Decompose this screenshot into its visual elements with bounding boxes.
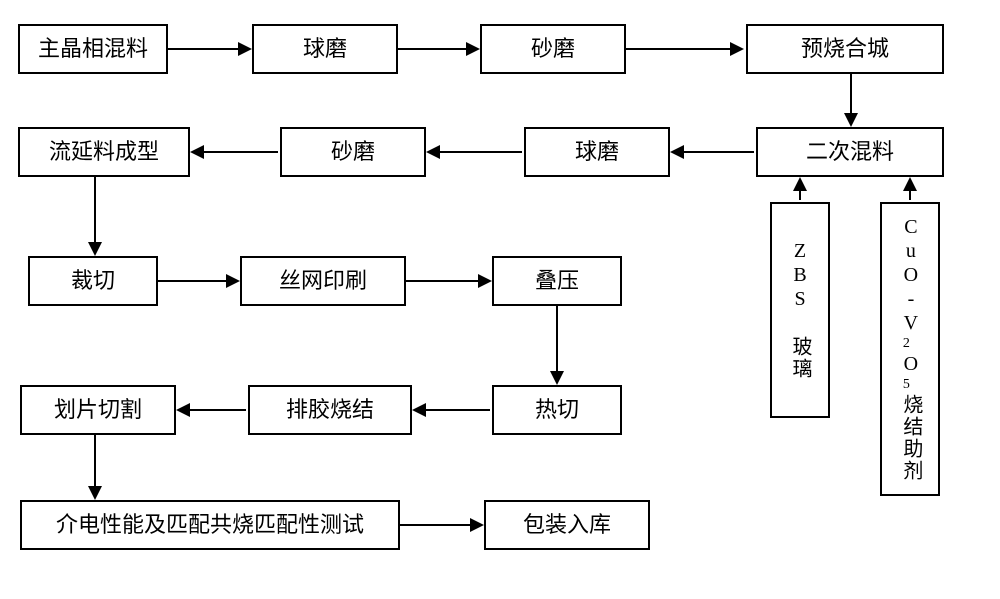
arrow bbox=[414, 409, 490, 411]
node-dicing: 划片切割 bbox=[20, 385, 176, 435]
node-label: 砂磨 bbox=[331, 139, 375, 165]
node-dielectric-test: 介电性能及匹配共烧匹配性测试 bbox=[20, 500, 400, 550]
node-sand-mill-1: 砂磨 bbox=[480, 24, 626, 74]
node-sand-mill-2: 砂磨 bbox=[280, 127, 426, 177]
node-label: 裁切 bbox=[71, 268, 115, 294]
arrow bbox=[850, 74, 852, 125]
node-ball-mill-2: 球磨 bbox=[524, 127, 670, 177]
node-label: 砂磨 bbox=[531, 36, 575, 62]
arrow bbox=[94, 177, 96, 254]
node-tape-casting: 流延料成型 bbox=[18, 127, 190, 177]
arrow bbox=[428, 151, 522, 153]
node-screen-print: 丝网印刷 bbox=[240, 256, 406, 306]
node-label: 球磨 bbox=[575, 139, 619, 165]
node-label: 主晶相混料 bbox=[38, 36, 148, 62]
node-presinter: 预烧合城 bbox=[746, 24, 944, 74]
node-label: 包装入库 bbox=[523, 512, 611, 538]
node-main-crystal-mix: 主晶相混料 bbox=[18, 24, 168, 74]
arrow-cuo bbox=[909, 179, 911, 200]
node-label: 流延料成型 bbox=[49, 139, 159, 165]
arrow bbox=[626, 48, 742, 50]
node-label: ZBS 玻璃 bbox=[788, 240, 812, 380]
node-label: 丝网印刷 bbox=[279, 268, 367, 294]
node-label: 热切 bbox=[535, 397, 579, 423]
arrow bbox=[168, 48, 250, 50]
node-pack-store: 包装入库 bbox=[484, 500, 650, 550]
node-debind-sinter: 排胶烧结 bbox=[248, 385, 412, 435]
arrow bbox=[672, 151, 754, 153]
node-label: CuO-V2O5烧结助剂 bbox=[897, 216, 923, 482]
node-cutting: 裁切 bbox=[28, 256, 158, 306]
node-label: 划片切割 bbox=[54, 397, 142, 423]
node-ball-mill-1: 球磨 bbox=[252, 24, 398, 74]
node-label: 叠压 bbox=[535, 268, 579, 294]
node-secondary-mix: 二次混料 bbox=[756, 127, 944, 177]
arrow bbox=[178, 409, 246, 411]
arrow bbox=[400, 524, 482, 526]
node-label: 预烧合城 bbox=[801, 36, 889, 62]
arrow bbox=[406, 280, 490, 282]
arrow bbox=[192, 151, 278, 153]
arrow bbox=[158, 280, 238, 282]
node-label: 排胶烧结 bbox=[286, 397, 374, 423]
node-cuo-v2o5-aid: CuO-V2O5烧结助剂 bbox=[880, 202, 940, 496]
node-zbs-glass: ZBS 玻璃 bbox=[770, 202, 830, 418]
node-hot-cut: 热切 bbox=[492, 385, 622, 435]
flowchart-canvas: 主晶相混料 球磨 砂磨 预烧合城 二次混料 球磨 砂磨 流延料成型 ZBS 玻璃… bbox=[0, 0, 1000, 599]
node-label: 介电性能及匹配共烧匹配性测试 bbox=[56, 512, 364, 538]
node-label: 球磨 bbox=[303, 36, 347, 62]
node-label: 二次混料 bbox=[806, 139, 894, 165]
arrow bbox=[556, 306, 558, 383]
node-lamination: 叠压 bbox=[492, 256, 622, 306]
arrow bbox=[398, 48, 478, 50]
arrow-zbs bbox=[799, 179, 801, 200]
arrow bbox=[94, 435, 96, 498]
